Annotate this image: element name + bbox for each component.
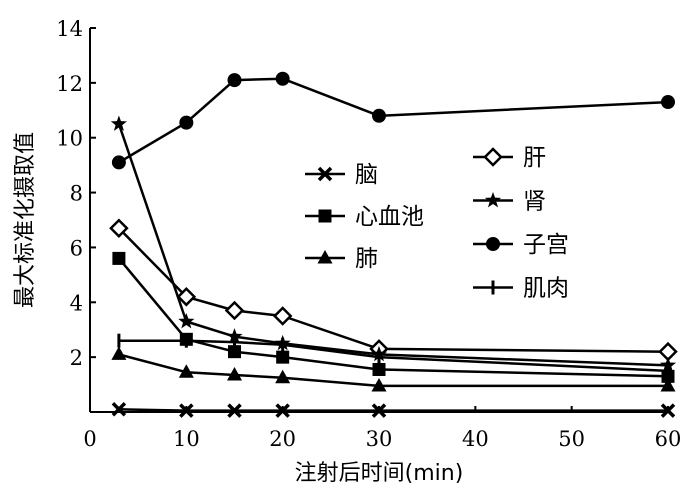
data-point-square (372, 362, 386, 376)
series-layer (109, 71, 678, 418)
legend-marker-x (317, 166, 333, 182)
x-tick-label: 10 (173, 427, 200, 451)
x-tick-label: 40 (462, 427, 489, 451)
series-line (117, 257, 669, 378)
y-tick-label: 6 (70, 236, 83, 260)
data-point-circle (275, 71, 290, 86)
data-point-circle (179, 115, 194, 130)
legend-label: 子宫 (523, 232, 569, 258)
y-axis-label: 最大标准化摄取值 (13, 132, 38, 308)
data-point-triangle (178, 364, 194, 378)
data-point-x (179, 403, 194, 418)
legend-marker-triangle (317, 250, 333, 264)
data-point-triangle (227, 366, 242, 381)
data-point-square (228, 345, 241, 359)
data-point-triangle (111, 346, 127, 360)
series-5 (111, 71, 675, 170)
legend-item: 肌肉 (473, 276, 569, 302)
legend-marker-diamond (483, 147, 503, 167)
legend-item: 脑 (305, 162, 378, 188)
series-4 (110, 115, 677, 373)
data-point-star (110, 115, 127, 131)
data-point-x (227, 403, 242, 418)
x-tick-label: 20 (269, 427, 296, 451)
series-6 (117, 333, 670, 378)
x-tick-label: 60 (655, 427, 682, 451)
x-tick-label: 30 (366, 427, 393, 451)
y-tick-label: 14 (56, 17, 83, 41)
legend-label: 肌肉 (523, 276, 569, 302)
legend-item: 肝 (473, 145, 546, 171)
legend-item: 子宫 (473, 232, 569, 258)
series-line (118, 77, 669, 164)
data-point-triangle (371, 377, 387, 392)
y-tick-label: 4 (70, 291, 83, 315)
data-point-diamond (272, 306, 293, 326)
data-point-circle (111, 155, 126, 170)
x-tick-label: 0 (83, 427, 96, 451)
legend-item: 心血池 (305, 204, 424, 230)
x-axis-label: 注射后时间(min) (295, 461, 464, 486)
legend-marker-circle (486, 237, 500, 251)
series-line (118, 227, 669, 353)
y-tick-label: 10 (56, 127, 83, 151)
data-point-square (112, 251, 126, 265)
data-point-x (660, 403, 676, 418)
data-point-circle (372, 108, 386, 123)
data-point-circle (661, 95, 675, 110)
legend-item: 肺 (305, 246, 378, 272)
legend-label: 肝 (523, 145, 546, 171)
data-point-circle (227, 73, 242, 88)
legend-item: 肾 (473, 189, 546, 215)
data-point-square (276, 350, 290, 364)
series-line (118, 353, 668, 388)
legend-label: 肾 (523, 189, 546, 215)
data-point-x (111, 402, 127, 417)
series-line (117, 123, 669, 367)
data-point-triangle (275, 369, 291, 384)
y-tick-label: 2 (70, 346, 83, 370)
legend-label: 肺 (355, 246, 378, 272)
legend-marker-square (318, 209, 332, 223)
series-line (118, 408, 668, 412)
series-1 (112, 251, 675, 383)
x-tick-label: 50 (558, 427, 585, 451)
series-0 (111, 402, 676, 418)
data-point-diamond (176, 287, 197, 307)
data-point-triangle (660, 377, 676, 392)
data-point-diamond (109, 218, 129, 238)
legend-label: 心血池 (355, 204, 424, 230)
legend-marker-star (484, 192, 502, 208)
data-point-star (178, 312, 195, 329)
y-tick-label: 12 (56, 72, 83, 96)
data-point-x (371, 403, 387, 418)
data-point-diamond (224, 300, 245, 321)
series-3 (109, 218, 678, 362)
axes: 0 10 20 30 40 50 60 2 4 6 8 10 12 14 (56, 17, 681, 451)
data-point-x (275, 403, 290, 418)
y-tick-label: 8 (70, 182, 83, 206)
series-2 (111, 346, 676, 392)
series-line (118, 339, 669, 373)
legend-label: 脑 (355, 162, 378, 188)
